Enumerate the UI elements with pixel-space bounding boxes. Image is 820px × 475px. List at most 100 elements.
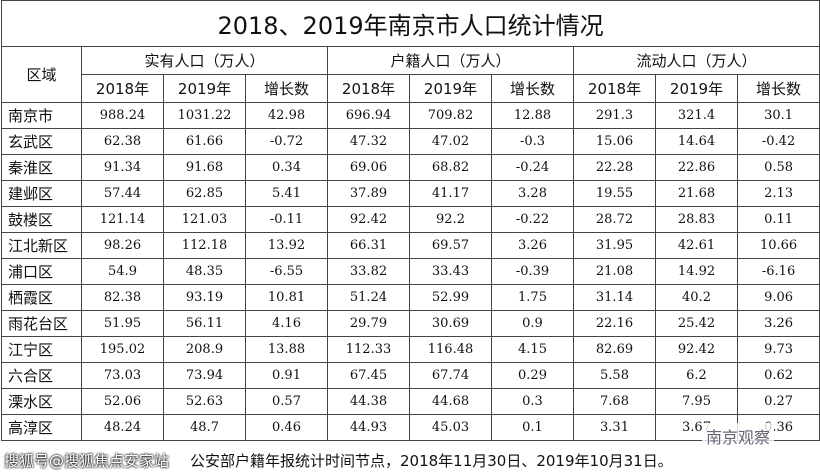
table-cell: 33.43	[409, 258, 492, 285]
table-cell: 48.7	[163, 414, 246, 441]
table-cell: 321.4	[655, 102, 738, 129]
table-cell: -0.11	[245, 206, 328, 233]
table-cell: 22.86	[655, 154, 738, 181]
table-cell: 9.73	[736, 336, 820, 363]
table-cell: 0.9	[491, 310, 574, 337]
table-cell: 52.63	[163, 388, 246, 415]
population-table: 2018、2019年南京市人口统计情况 区域 实有人口（万人） 户籍人口（万人） 流动人…	[0, 0, 820, 441]
table-cell: 0.46	[245, 414, 328, 441]
table-row: 栖霞区 82.38 93.19 10.81 51.24 52.99 1.75 31.14 40.…	[1, 284, 820, 311]
table-cell: 68.82	[409, 154, 492, 181]
table-cell: 28.83	[655, 206, 738, 233]
table-cell: 67.74	[409, 362, 492, 389]
table-cell: 21.08	[573, 258, 656, 285]
table-row: 区域 实有人口（万人） 户籍人口（万人） 流动人口（万人）	[1, 46, 820, 103]
table-row: 六合区 73.03 73.94 0.91 67.45 67.74 0.29 5.58 6.2 0.…	[1, 362, 820, 389]
table-cell: 12.88	[491, 102, 574, 129]
region-header: 区域	[1, 46, 82, 103]
sub-header: 2018年	[327, 74, 410, 103]
table-cell: 10.81	[245, 284, 328, 311]
region-name: 六合区	[1, 362, 82, 389]
table-cell: 1031.22	[163, 102, 246, 129]
table-cell: 13.92	[245, 232, 328, 259]
table-cell: 22.28	[573, 154, 656, 181]
region-name: 高淳区	[1, 414, 82, 441]
footnote: 公安部户籍年报统计时间节点，2018年11月30日、2019年10月31日。	[190, 452, 673, 470]
table-row: 溧水区 52.06 52.63 0.57 44.38 44.68 0.3 7.68 7.95 0.…	[1, 388, 820, 415]
region-name: 溧水区	[1, 388, 82, 415]
table-cell: 67.45	[327, 362, 410, 389]
table-cell: -0.39	[491, 258, 574, 285]
region-name: 玄武区	[1, 128, 82, 155]
table-cell: 48.24	[81, 414, 164, 441]
table-cell: 0.27	[736, 388, 820, 415]
table-row: 高淳区 48.24 48.7 0.46 44.93 45.03 0.1 3.31 3.67 0.3…	[1, 414, 820, 441]
table-cell: 62.85	[163, 180, 246, 207]
table-cell: 66.31	[327, 232, 410, 259]
table-cell: 47.32	[327, 128, 410, 155]
table-cell: 41.17	[409, 180, 492, 207]
region-name: 雨花台区	[1, 310, 82, 337]
table-cell: 62.38	[81, 128, 164, 155]
table-row: 建邺区 57.44 62.85 5.41 37.89 41.17 3.28 19.55 21.6…	[1, 180, 820, 207]
table-cell: -6.55	[245, 258, 328, 285]
table-cell: 69.06	[327, 154, 410, 181]
table-cell: 0.34	[245, 154, 328, 181]
table-row: 江宁区 195.02 208.9 13.88 112.33 116.48 4.15 82.69…	[1, 336, 820, 363]
table-cell: 54.9	[81, 258, 164, 285]
table-cell: 73.03	[81, 362, 164, 389]
table-cell: 31.14	[573, 284, 656, 311]
table-cell: 0.58	[736, 154, 820, 181]
table-cell: 82.38	[81, 284, 164, 311]
table-row: 2018年 2019年 增长数 2018年 2019年 增长数 2018年 2019年 增长数	[2, 74, 820, 103]
table-cell: 0.11	[736, 206, 820, 233]
table-cell: 208.9	[163, 336, 246, 363]
table-cell: 47.02	[409, 128, 492, 155]
table-cell: -0.42	[736, 128, 820, 155]
watermark: 搜狐号@搜狐焦点安家站	[4, 452, 170, 470]
table-cell: -0.24	[491, 154, 574, 181]
table-cell: 988.24	[81, 102, 164, 129]
table-cell: 73.94	[163, 362, 246, 389]
table-cell: 92.42	[655, 336, 738, 363]
table-row: 雨花台区 51.95 56.11 4.16 29.79 30.69 0.9 22.16 25.4…	[1, 310, 820, 337]
table-cell: 19.55	[573, 180, 656, 207]
region-name: 南京市	[1, 102, 82, 129]
table-cell: 52.99	[409, 284, 492, 311]
table-cell: 25.42	[655, 310, 738, 337]
table-cell: 3.26	[736, 310, 820, 337]
table-row: 玄武区 62.38 61.66 -0.72 47.32 47.02 -0.3 15.06 14.…	[1, 128, 820, 155]
table-cell: 10.66	[736, 232, 820, 259]
table-cell: 21.68	[655, 180, 738, 207]
table-cell: 13.88	[245, 336, 328, 363]
table-cell: 40.2	[655, 284, 738, 311]
table-cell: 42.61	[655, 232, 738, 259]
table-cell: 112.33	[327, 336, 410, 363]
table-cell: 15.06	[573, 128, 656, 155]
table-cell: 121.03	[163, 206, 246, 233]
sub-header: 2019年	[655, 74, 738, 103]
table-cell: 52.06	[81, 388, 164, 415]
table-cell: 37.89	[327, 180, 410, 207]
sub-header: 增长数	[245, 74, 328, 103]
table-cell: 30.1	[736, 102, 820, 129]
table-cell: 51.24	[327, 284, 410, 311]
table-cell: 98.26	[81, 232, 164, 259]
table-cell: 5.58	[573, 362, 656, 389]
table-cell: 44.68	[409, 388, 492, 415]
table-cell: 7.95	[655, 388, 738, 415]
region-name: 秦淮区	[1, 154, 82, 181]
sub-header: 2019年	[409, 74, 492, 103]
table-cell: -6.16	[736, 258, 820, 285]
region-name: 栖霞区	[1, 284, 82, 311]
table-cell: 30.69	[409, 310, 492, 337]
table-cell: 0.62	[736, 362, 820, 389]
table-cell: -0.22	[491, 206, 574, 233]
table-cell: 696.94	[327, 102, 410, 129]
table-cell: 0.1	[491, 414, 574, 441]
table-row: 南京市 988.24 1031.22 42.98 696.94 709.82 12.88 29…	[1, 102, 820, 129]
table-cell: 61.66	[163, 128, 246, 155]
table-cell: 291.3	[573, 102, 656, 129]
sub-header: 2019年	[163, 74, 246, 103]
